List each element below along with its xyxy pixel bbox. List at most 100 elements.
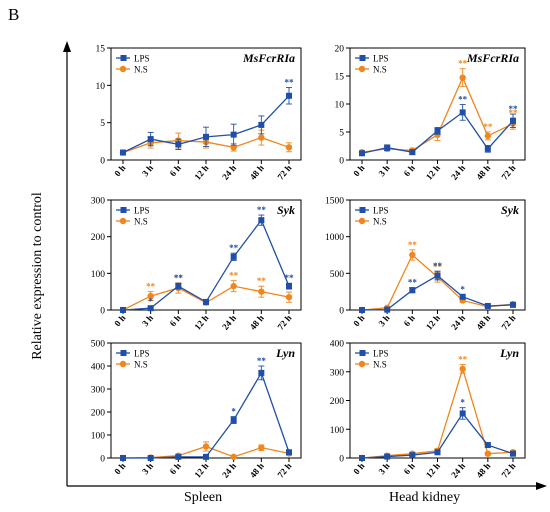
legend-label: LPS (134, 54, 150, 64)
data-point (384, 144, 391, 151)
panel-6: 0 100 200 300 400 0 h 3 h 6 h 12 h 24 h 48 h 72 h Ly… (330, 340, 526, 480)
series-line (361, 76, 514, 153)
data-point (202, 443, 210, 450)
significance-mark: ** (408, 240, 418, 250)
y-tick-label: 300 (91, 386, 106, 396)
data-point (434, 272, 441, 279)
significance-mark: * (460, 398, 465, 408)
figure-y-arrow (63, 41, 71, 52)
series-lps: ** (120, 78, 294, 156)
x-tick-label: 24 h (449, 461, 467, 480)
series-lps: ***** (359, 261, 516, 313)
panel-letter: B (8, 5, 20, 24)
legend-marker (359, 55, 366, 61)
data-point (286, 283, 292, 290)
x-tick-label: 0 h (112, 313, 127, 328)
significance-mark: * (148, 297, 153, 307)
significance-mark: * (460, 285, 465, 295)
significance-mark: ** (174, 273, 184, 283)
legend-marker (119, 360, 127, 368)
legend-marker (358, 217, 366, 225)
x-tick-label: 24 h (220, 313, 238, 332)
legend-label: N.S (134, 217, 148, 227)
legend-marker (120, 350, 127, 356)
y-tick-label: 500 (330, 270, 345, 280)
y-tick-label: 200 (91, 409, 106, 419)
legend-marker (120, 55, 127, 61)
data-point (359, 455, 365, 461)
legend-marker (359, 207, 366, 213)
panel-title: MsFcrRIa (242, 51, 295, 65)
legend-label: LPS (373, 206, 389, 216)
x-tick-label: 24 h (220, 461, 238, 480)
data-point (510, 117, 516, 124)
x-tick-label: 72 h (275, 163, 293, 182)
x-tick-label: 48 h (248, 163, 266, 182)
x-tick-label: 72 h (499, 163, 517, 182)
legend-label: N.S (373, 360, 387, 370)
data-point (286, 449, 292, 456)
data-point (147, 136, 154, 143)
y-tick-label: 100 (91, 432, 106, 442)
y-tick-label: 300 (91, 197, 106, 207)
y-tick-label: 0 (100, 307, 105, 317)
y-tick-label: 0 (100, 455, 105, 465)
panel-2: 0 5 10 15 20 0 h 3 h 6 h 12 h 24 h 48 h 72 h MsFcrRI… (335, 45, 526, 182)
significance-mark: ** (229, 243, 239, 253)
x-tick-label: 48 h (474, 313, 492, 332)
significance-mark: ** (433, 261, 443, 271)
x-tick-label: 0 h (351, 461, 366, 476)
data-point (258, 288, 265, 295)
y-tick-label: 15 (335, 73, 345, 83)
significance-mark: ** (257, 356, 267, 366)
data-point (510, 450, 516, 457)
data-point (230, 282, 237, 290)
data-point (484, 302, 491, 309)
x-tick-label: 24 h (449, 163, 467, 182)
series-lps: **** (359, 95, 518, 157)
y-tick-label: 0 (339, 307, 344, 317)
x-tick-label: 72 h (275, 461, 293, 480)
y-tick-label: 400 (330, 340, 345, 350)
y-tick-label: 0 (100, 157, 105, 167)
x-tick-label: 3 h (376, 163, 391, 178)
data-point (203, 133, 209, 140)
x-tick-label: 3 h (140, 163, 155, 178)
data-point (147, 305, 154, 312)
y-tick-label: 20 (335, 45, 345, 55)
legend-label: N.S (373, 65, 387, 75)
x-tick-label: 72 h (275, 313, 293, 332)
legend-marker (358, 65, 366, 73)
y-tick-label: 10 (96, 82, 106, 92)
x-tick-label: 12 h (424, 313, 442, 332)
series-ns: ** (358, 355, 517, 462)
data-point (120, 455, 126, 461)
significance-mark: ** (483, 122, 493, 132)
legend-marker (119, 217, 127, 225)
data-point (286, 92, 292, 99)
x-tick-label: 12 h (424, 461, 442, 480)
data-point (359, 307, 365, 313)
data-point (459, 410, 466, 417)
panel-1: 0 5 10 15 0 h 3 h 6 h 12 h 24 h 48 h 72 h MsFcrRIa L… (96, 45, 302, 182)
data-point (459, 365, 466, 373)
panel-title: Syk (277, 203, 295, 217)
x-tick-label: 48 h (474, 461, 492, 480)
x-tick-label: 6 h (402, 461, 417, 476)
x-tick-label: 0 h (112, 461, 127, 476)
legend-label: N.S (134, 360, 148, 370)
x-tick-label: 3 h (140, 461, 155, 476)
x-tick-label: 72 h (499, 313, 517, 332)
figure-frame (63, 41, 547, 490)
legend-label: LPS (134, 206, 150, 216)
panel-3: 0 100 200 300 0 h 3 h 6 h 12 h 24 h 48 h 72 h Syk LP… (91, 197, 302, 332)
y-tick-label: 200 (330, 397, 345, 407)
x-tick-label: 48 h (474, 163, 492, 182)
y-tick-label: 15 (96, 45, 106, 55)
legend-label: LPS (134, 349, 150, 359)
y-tick-label: 100 (330, 426, 345, 436)
data-point (409, 149, 416, 156)
x-tick-label: 6 h (402, 313, 417, 328)
x-tick-label: 6 h (402, 163, 417, 178)
